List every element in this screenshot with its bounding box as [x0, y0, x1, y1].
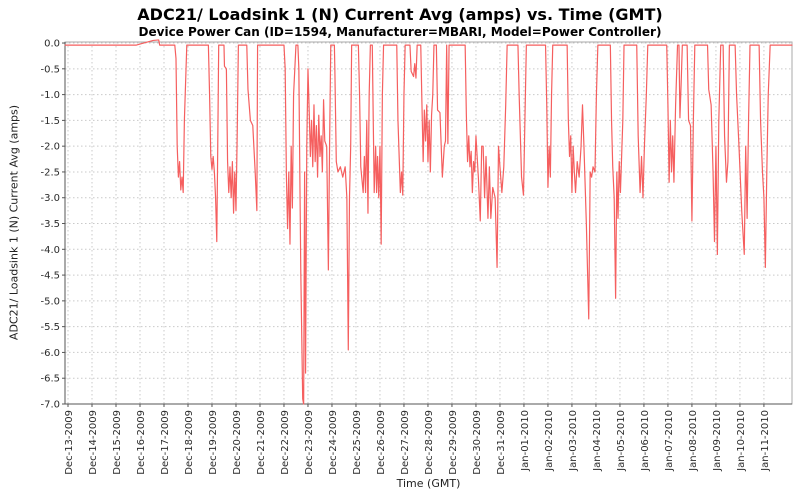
- x-tick-label: Dec-24-2009: [328, 410, 339, 475]
- x-tick-label: Jan-02-2010: [544, 410, 555, 472]
- x-tick-label: Jan-10-2010: [736, 410, 747, 472]
- x-tick-label: Dec-26-2009: [376, 410, 387, 475]
- y-tick-label: -0.5: [40, 64, 60, 75]
- x-tick-label: Dec-28-2009: [424, 410, 435, 475]
- x-tick-label: Dec-23-2009: [304, 410, 315, 475]
- x-tick-label: Dec-29-2009: [448, 410, 459, 475]
- y-tick-label: -6.5: [40, 374, 60, 385]
- chart-title: ADC21/ Loadsink 1 (N) Current Avg (amps)…: [137, 5, 663, 24]
- x-axis-title: Time (GMT): [396, 477, 461, 490]
- y-tick-label: -2.5: [40, 167, 60, 178]
- x-tick-label: Jan-03-2010: [568, 410, 579, 472]
- y-tick-label: -7.0: [40, 400, 60, 411]
- x-tick-label: Jan-04-2010: [592, 410, 603, 472]
- plot-area: [64, 41, 793, 405]
- y-tick-label: -5.0: [40, 296, 60, 307]
- x-tick-label: Dec-17-2009: [160, 410, 171, 475]
- x-tick-label: Dec-27-2009: [400, 410, 411, 475]
- y-tick-label: -1.5: [40, 116, 60, 127]
- x-tick-label: Dec-22-2009: [280, 410, 291, 475]
- x-tick-label: Dec-14-2009: [88, 410, 99, 475]
- x-tick-label: Jan-09-2010: [712, 410, 723, 472]
- x-tick-label: Dec-30-2009: [472, 410, 483, 475]
- y-tick-label: -6.0: [40, 348, 60, 359]
- x-tick-label: Dec-19-2009: [208, 410, 219, 475]
- x-tick-label: Dec-31-2009: [496, 410, 507, 475]
- x-tick-label: Dec-16-2009: [136, 410, 147, 475]
- y-tick-label: -1.0: [40, 90, 60, 101]
- x-tick-label: Dec-21-2009: [256, 410, 267, 475]
- x-tick-label: Dec-20-2009: [232, 410, 243, 475]
- y-tick-label: -4.5: [40, 271, 60, 282]
- x-tick-label: Jan-07-2010: [664, 410, 675, 472]
- x-tick-label: Jan-08-2010: [688, 410, 699, 472]
- x-tick-label: Jan-11-2010: [760, 410, 771, 472]
- x-tick-label: Dec-13-2009: [64, 410, 75, 475]
- y-tick-label: -3.5: [40, 219, 60, 230]
- x-tick-label: Jan-05-2010: [616, 410, 627, 472]
- y-tick-label: 0.0: [44, 39, 60, 50]
- y-tick-label: -4.0: [40, 245, 60, 256]
- y-tick-label: -5.5: [40, 322, 60, 333]
- y-tick-label: -2.0: [40, 142, 60, 153]
- chart-subtitle: Device Power Can (ID=1594, Manufacturer=…: [138, 25, 662, 39]
- x-tick-label: Jan-06-2010: [640, 410, 651, 472]
- x-tick-label: Dec-18-2009: [184, 410, 195, 475]
- x-tick-label: Dec-25-2009: [352, 410, 363, 475]
- x-tick-label: Jan-01-2010: [520, 410, 531, 472]
- y-axis-title: ADC21/ Loadsink 1 (N) Current Avg (amps): [7, 104, 21, 341]
- x-tick-label: Dec-15-2009: [112, 410, 123, 475]
- y-tick-label: -3.0: [40, 193, 60, 204]
- series-line: [64, 39, 793, 405]
